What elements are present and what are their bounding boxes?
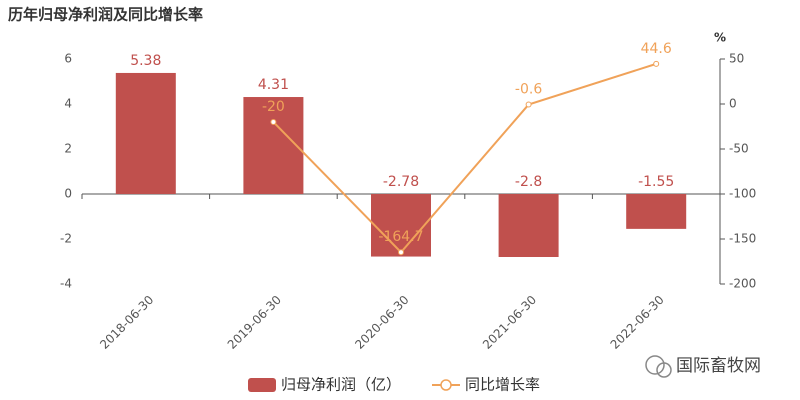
line-value-label: -164.7 — [378, 229, 423, 245]
y2-tick-label: 0 — [729, 97, 737, 111]
line-value-label: -20 — [262, 99, 285, 115]
line — [272, 62, 657, 254]
y-tick-label: 6 — [64, 52, 72, 66]
x-tick-label: 2019-06-30 — [225, 293, 284, 352]
x-tick-label: 2021-06-30 — [480, 293, 539, 352]
y-tick-label: 0 — [64, 187, 72, 201]
line-point — [525, 101, 532, 108]
x-tick-label: 2020-06-30 — [352, 293, 411, 352]
x-tick-label: 2018-06-30 — [97, 293, 156, 352]
line-point — [270, 119, 277, 125]
line-value-label: -0.6 — [515, 82, 542, 98]
y2-tick-label: 50 — [729, 52, 744, 66]
y-tick-label: -4 — [60, 277, 72, 291]
bar — [626, 194, 687, 229]
bar-value-label: -1.55 — [638, 174, 674, 190]
watermark: 国际畜牧网 — [645, 355, 761, 378]
x-tick-label: 2022-06-30 — [608, 293, 667, 352]
chart-title: 历年归母净利润及同比增长率 — [8, 6, 203, 24]
watermark-icon — [656, 362, 672, 378]
bar-value-label: 5.38 — [130, 53, 161, 69]
legend-symbol — [248, 378, 276, 392]
legend-label: 同比增长率 — [465, 376, 540, 394]
bar-value-label: -2.8 — [515, 174, 542, 190]
bar — [243, 97, 304, 194]
bar — [498, 194, 559, 257]
legend-symbol — [440, 379, 452, 391]
y2-axis-label: % — [714, 31, 726, 45]
line-point — [653, 60, 660, 67]
line-value-label: 44.6 — [641, 41, 672, 57]
y2-tick-label: -200 — [729, 277, 756, 291]
y-tick-label: -2 — [60, 232, 72, 246]
watermark-text: 国际畜牧网 — [676, 356, 761, 376]
bar-value-label: 4.31 — [258, 77, 289, 93]
y-tick-label: 4 — [64, 97, 72, 111]
legend-label: 归母净利润（亿） — [281, 376, 401, 394]
line-point — [398, 249, 404, 256]
bar — [115, 72, 176, 194]
y2-tick-label: -50 — [729, 142, 749, 156]
bar — [371, 194, 431, 257]
y-tick-label: 2 — [64, 142, 72, 156]
bar-value-label: -2.78 — [383, 174, 419, 190]
y2-tick-label: -100 — [729, 187, 756, 201]
y2-tick-label: -150 — [729, 232, 756, 246]
watermark-icon — [645, 355, 665, 375]
